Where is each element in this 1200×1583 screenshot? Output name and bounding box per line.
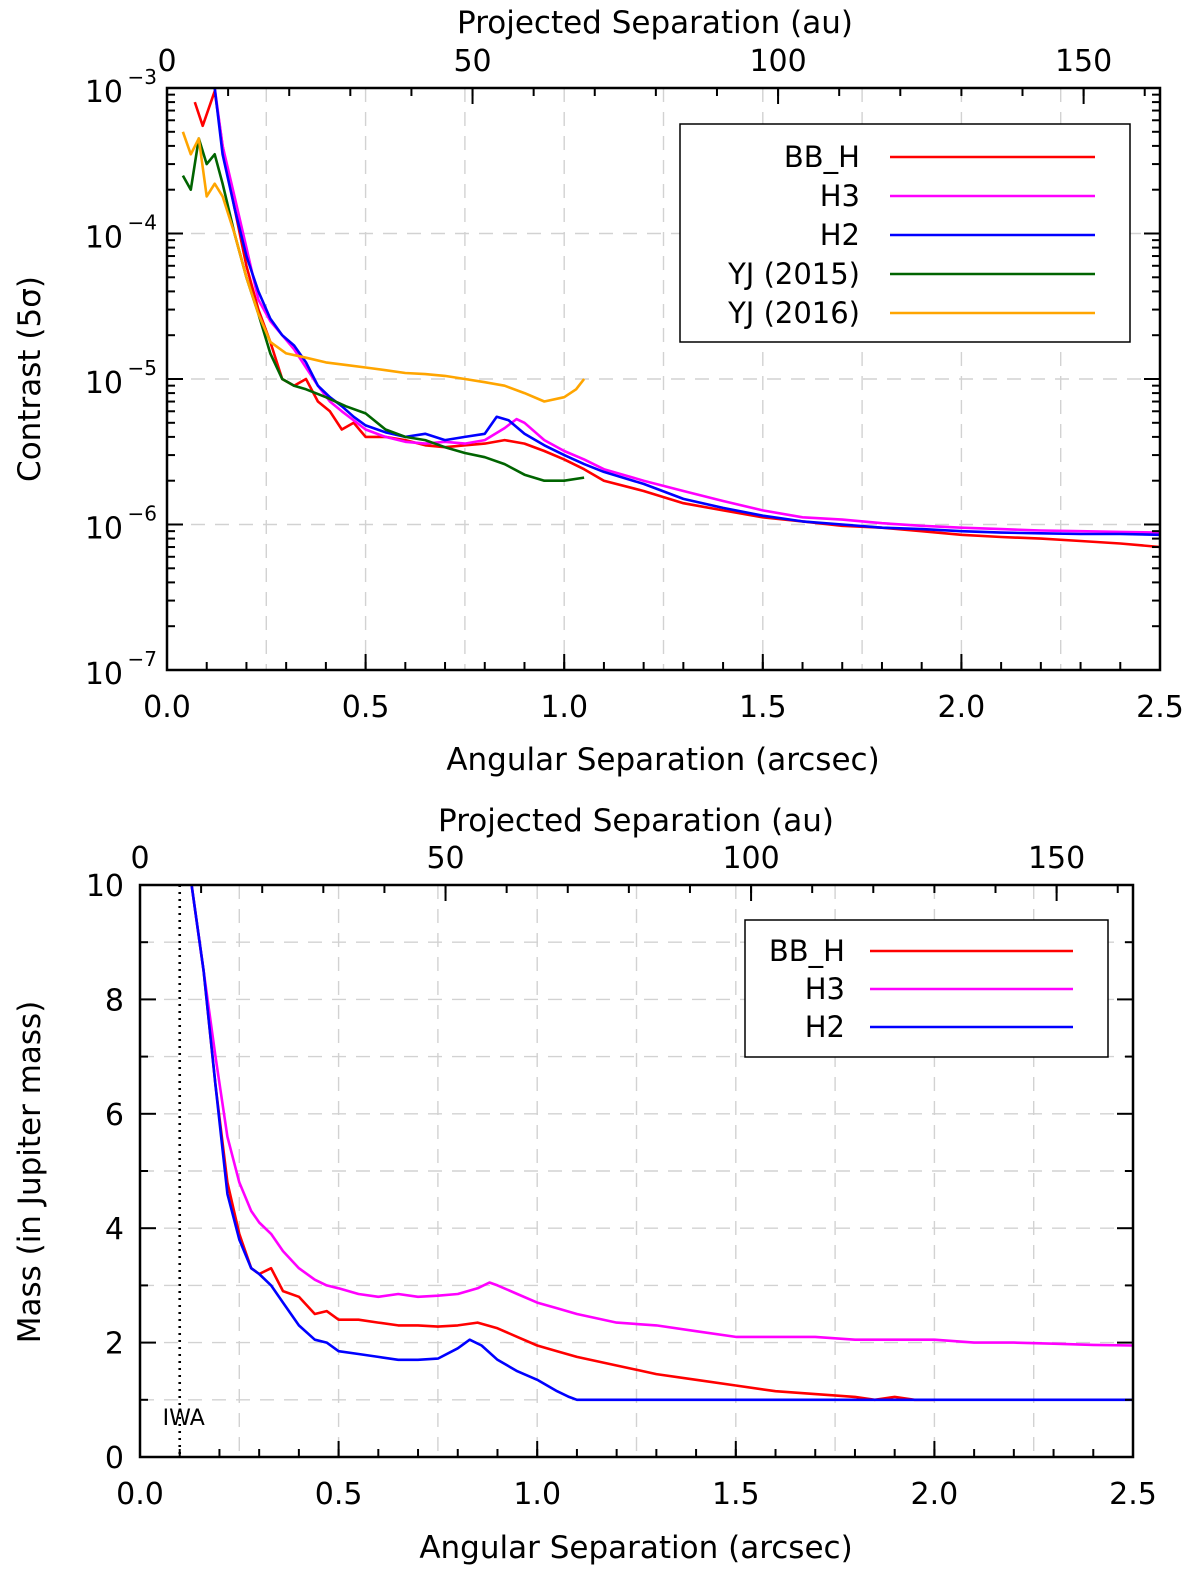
contrast-x2-tick-label: 50 xyxy=(453,44,491,79)
mass-x2-tick-label: 50 xyxy=(426,841,464,876)
contrast-x-tick-label: 2.5 xyxy=(1136,690,1184,725)
mass-legend-label: H3 xyxy=(805,972,845,1006)
contrast-x2-tick-label: 0 xyxy=(157,44,176,79)
contrast-series-h2 xyxy=(213,88,1160,537)
contrast-y-tick-exponent: −5 xyxy=(128,356,157,380)
mass-x-tick-label: 1.0 xyxy=(513,1477,561,1512)
contrast-x-tick-label: 0.5 xyxy=(342,690,390,725)
mass-y-tick-label: 6 xyxy=(105,1098,124,1133)
contrast-x-tick-label: 1.5 xyxy=(739,690,787,725)
contrast-legend-label: YJ (2015) xyxy=(727,257,860,291)
contrast-y-tick-label: 10 xyxy=(85,657,123,692)
contrast-y-tick-label: 10 xyxy=(85,512,123,547)
contrast-y-tick-exponent: −6 xyxy=(128,502,157,526)
mass-y-tick-label: 2 xyxy=(105,1327,124,1362)
contrast-legend-label: BB_H xyxy=(784,140,860,174)
contrast-y-tick-exponent: −4 xyxy=(128,211,157,235)
mass-y-axis-title: Mass (in Jupiter mass) xyxy=(12,1001,48,1344)
contrast-legend-label: H2 xyxy=(820,218,860,252)
mass-y-tick-label: 8 xyxy=(105,983,124,1018)
contrast-x-tick-label: 2.0 xyxy=(938,690,986,725)
mass-x-tick-label: 2.5 xyxy=(1109,1477,1157,1512)
mass-x-tick-label: 0.0 xyxy=(116,1477,164,1512)
mass-x-tick-label: 2.0 xyxy=(911,1477,959,1512)
mass-x2-axis-title: Projected Separation (au) xyxy=(438,803,834,839)
contrast-legend-label: YJ (2016) xyxy=(727,296,860,330)
mass-x-tick-label: 1.5 xyxy=(712,1477,760,1512)
contrast-panel: 0.0 0.5 1.0 1.5 2.0 2.5 0 50 100 150 10 −710 −610−… xyxy=(12,5,1184,778)
mass-y-tick-label: 0 xyxy=(105,1441,124,1476)
contrast-legend-label: H3 xyxy=(820,179,860,213)
contrast-legend-box xyxy=(679,123,1131,343)
mass-x-tick-label: 0.5 xyxy=(315,1477,363,1512)
contrast-y-tick-exponent: −7 xyxy=(128,647,157,671)
contrast-x2-tick-label: 100 xyxy=(749,44,806,79)
mass-panel: 0.0 0.5 1.0 1.5 2.0 2.5 0 50 100 150 0 2 4 6 8 10 Ang… xyxy=(12,803,1157,1566)
mass-series-h3 xyxy=(190,885,1133,1347)
mass-x2-tick-label: 150 xyxy=(1028,841,1085,876)
mass-x2-tick-label: 0 xyxy=(130,841,149,876)
mass-legend-label: H2 xyxy=(805,1010,845,1044)
contrast-x-axis-title: Angular Separation (arcsec) xyxy=(446,742,879,778)
mass-legend-label: BB_H xyxy=(769,934,845,968)
mass-iwa-label: IWA xyxy=(163,1406,205,1431)
mass-x2-tick-label: 100 xyxy=(722,841,779,876)
contrast-series-yj-2015 xyxy=(181,137,585,483)
contrast-series-h3 xyxy=(213,88,1160,534)
contrast-x2-tick-label: 150 xyxy=(1055,44,1112,79)
mass-y-tick-label: 4 xyxy=(105,1212,124,1247)
contrast-y-tick-label: 10 xyxy=(85,221,123,256)
contrast-series-yj-2016 xyxy=(181,131,586,403)
contrast-y-axis-title: Contrast (5σ) xyxy=(12,276,48,482)
contrast-x-tick-label: 1.0 xyxy=(540,690,588,725)
contrast-x-tick-label: 0.0 xyxy=(143,690,191,725)
contrast-y-tick-label: 10 xyxy=(85,366,123,401)
contrast-y-tick-label: 10 xyxy=(85,75,123,110)
mass-x-axis-title: Angular Separation (arcsec) xyxy=(419,1530,852,1566)
mass-y-tick-label: 10 xyxy=(86,869,124,904)
mass-series-h2 xyxy=(190,885,1133,1402)
contrast-x2-axis-title: Projected Separation (au) xyxy=(457,5,853,41)
contrast-y-tick-exponent: −3 xyxy=(128,65,157,89)
